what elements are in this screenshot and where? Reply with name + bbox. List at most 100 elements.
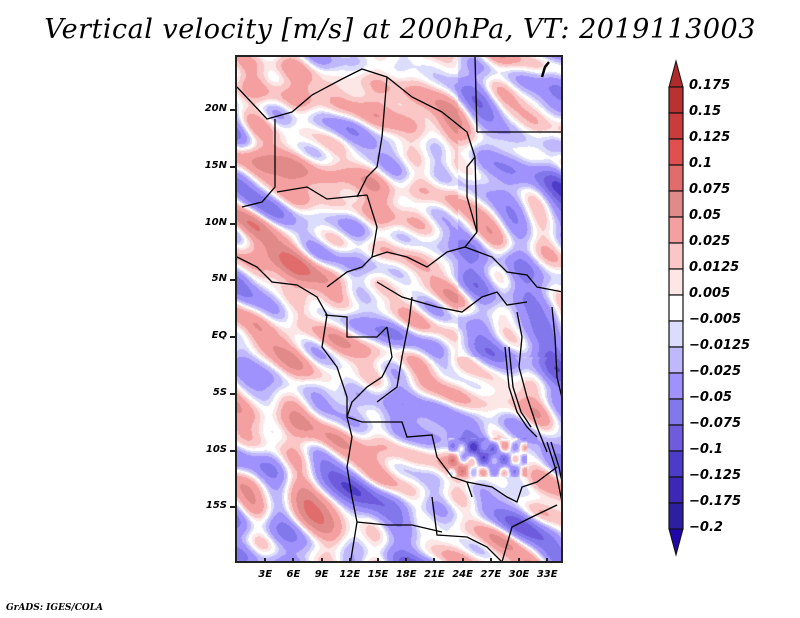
x-tick: [377, 558, 379, 563]
y-tick: [230, 449, 235, 452]
border-drc-west: [376, 296, 413, 403]
x-tick-label: 18E: [395, 569, 417, 580]
colorbar-level-label: −0.0125: [689, 338, 751, 353]
border-lake-malawi: [546, 441, 561, 501]
border-angola-zambia: [431, 496, 502, 561]
border-nigeria-cameroon: [326, 194, 378, 288]
y-tick-label: 5N: [211, 273, 227, 285]
x-tick-label: 6E: [286, 569, 301, 580]
colorbar-level-label: −0.1: [689, 442, 723, 457]
colorbar-bin: [668, 86, 684, 114]
colorbar-bin: [668, 112, 684, 140]
colorbar: [668, 59, 684, 557]
x-tick: [433, 558, 436, 563]
border-angola-namibia: [356, 521, 443, 533]
colorbar-level-label: 0.175: [689, 78, 731, 93]
x-tick: [264, 558, 267, 563]
x-tick: [348, 558, 351, 563]
colorbar-bin: [668, 424, 684, 452]
x-tick-label: 30E: [508, 569, 530, 580]
colorbar-bin: [668, 242, 684, 270]
border-sudan-southsudan: [464, 246, 561, 293]
x-tick-label: 3E: [258, 569, 273, 580]
x-tick-label: 33E: [536, 569, 558, 580]
y-tick-label: 20N: [204, 103, 227, 114]
colorbar-level-label: 0.0125: [689, 260, 740, 275]
border-congo: [346, 326, 393, 418]
x-tick: [461, 558, 464, 563]
colorbar-level-label: 0.05: [689, 208, 722, 223]
y-tick: [230, 279, 235, 282]
y-tick-label: 5S: [212, 386, 227, 398]
x-tick-label: 24E: [452, 569, 473, 580]
border-chad-car: [371, 231, 478, 268]
y-tick: [230, 392, 235, 395]
colorbar-max-arrow: [668, 59, 684, 88]
y-tick-label: 15N: [204, 159, 227, 171]
border-mozambique: [501, 504, 558, 561]
border-zambia-east: [466, 466, 558, 503]
colorbar-level-label: 0.005: [689, 286, 731, 301]
x-tick-label: 21E: [424, 569, 445, 580]
colorbar-bin: [668, 190, 684, 218]
colorbar-level-label: −0.025: [689, 364, 742, 379]
colorbar-bin: [668, 450, 684, 478]
border-libya-egypt: [474, 57, 478, 133]
x-tick: [405, 558, 408, 563]
y-tick-label: EQ: [211, 330, 227, 341]
y-tick-label: 10N: [204, 216, 227, 228]
border-algeria-niger: [237, 68, 478, 233]
colorbar-bin: [668, 346, 684, 374]
x-tick-label: 27E: [480, 569, 502, 580]
colorbar-bin: [668, 476, 684, 504]
colorbar-bin: [668, 294, 684, 322]
colorbar-level-label: −0.05: [689, 390, 732, 405]
y-tick-label: 10S: [205, 443, 227, 455]
border-red-sea: [540, 61, 550, 78]
colorbar-bin: [668, 138, 684, 166]
colorbar-level-label: −0.125: [689, 468, 742, 483]
border-chad-sudan: [466, 156, 478, 233]
country-borders: [237, 57, 561, 561]
y-tick: [230, 222, 235, 225]
border-niger-chad: [356, 76, 388, 198]
colorbar-level-label: −0.005: [689, 312, 742, 327]
border-nigeria-north: [276, 186, 368, 200]
chart-title: Vertical velocity [m/s] at 200hPa, VT: 2…: [44, 14, 756, 45]
x-tick: [320, 558, 323, 563]
colorbar-bin: [668, 398, 684, 426]
y-tick: [230, 109, 235, 111]
colorbar-level-label: 0.075: [689, 182, 731, 197]
x-tick-label: 15E: [367, 569, 389, 580]
border-lake-tanganyika: [504, 346, 538, 438]
x-tick: [489, 558, 492, 563]
border-east-coast: [551, 306, 561, 397]
x-tick: [292, 558, 295, 563]
colorbar-bin: [668, 320, 684, 348]
vertical-velocity-field: [237, 57, 561, 561]
colorbar-level-label: 0.025: [689, 234, 731, 249]
colorbar-level-label: 0.1: [689, 156, 713, 171]
grads-credit: GrADS: IGES/COLA: [6, 603, 104, 613]
colorbar-min-arrow: [668, 528, 684, 557]
x-tick-label: 12E: [339, 569, 361, 580]
colorbar-bin: [668, 372, 684, 400]
border-drc-east: [516, 311, 548, 453]
colorbar-bin: [668, 268, 684, 296]
border-coast: [237, 256, 358, 561]
y-tick-label: 15S: [205, 500, 227, 512]
y-tick: [230, 165, 235, 168]
border-cameroon-gabon: [324, 314, 388, 338]
colorbar-bin: [668, 164, 684, 192]
colorbar-level-label: −0.175: [689, 494, 742, 509]
x-tick: [546, 558, 549, 563]
x-tick: [518, 558, 520, 563]
map-plot-area: [235, 55, 563, 563]
y-tick: [230, 336, 235, 338]
colorbar-bin: [668, 502, 684, 530]
border-car-drc: [376, 281, 528, 313]
x-tick-label: 9E: [314, 569, 329, 580]
colorbar-level-label: 0.125: [689, 130, 731, 145]
colorbar-level-label: 0.15: [689, 104, 722, 119]
border-niger-west: [241, 119, 276, 208]
